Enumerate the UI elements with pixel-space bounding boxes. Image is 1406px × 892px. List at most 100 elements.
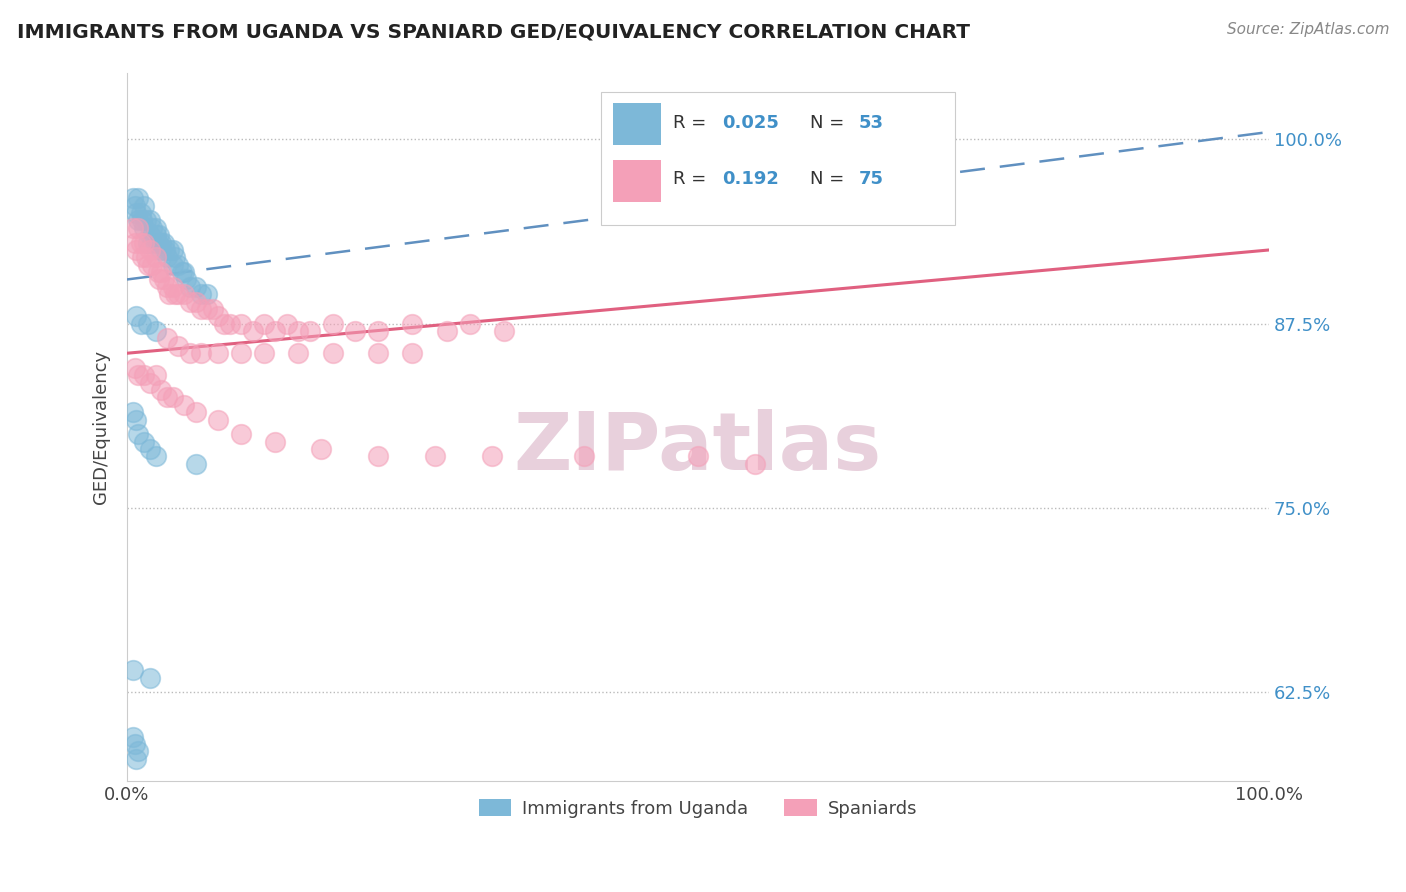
Point xyxy=(162,280,184,294)
Point xyxy=(287,346,309,360)
Point xyxy=(207,310,229,324)
Point xyxy=(195,301,218,316)
Point xyxy=(184,280,207,294)
Point xyxy=(127,191,149,205)
Point xyxy=(139,442,162,456)
Point xyxy=(141,235,163,250)
Point xyxy=(139,228,162,243)
Point xyxy=(124,235,146,250)
Point xyxy=(157,243,180,257)
Point xyxy=(146,235,169,250)
Point xyxy=(207,412,229,426)
Point xyxy=(134,434,156,449)
Point xyxy=(131,251,153,265)
Text: R =: R = xyxy=(673,170,711,188)
Point xyxy=(162,391,184,405)
Point xyxy=(134,235,156,250)
Point xyxy=(156,251,179,265)
Point xyxy=(253,346,276,360)
Point xyxy=(367,450,389,464)
Point xyxy=(344,324,367,338)
Text: N =: N = xyxy=(810,113,849,131)
Text: ZIPatlas: ZIPatlas xyxy=(513,409,882,487)
Point xyxy=(125,412,148,426)
Point xyxy=(686,450,709,464)
Point xyxy=(156,280,179,294)
Point xyxy=(173,398,195,412)
Point xyxy=(231,427,253,442)
Text: IMMIGRANTS FROM UGANDA VS SPANIARD GED/EQUIVALENCY CORRELATION CHART: IMMIGRANTS FROM UGANDA VS SPANIARD GED/E… xyxy=(17,22,970,41)
Point xyxy=(253,317,276,331)
Point xyxy=(190,301,212,316)
Point xyxy=(145,450,167,464)
Point xyxy=(152,235,174,250)
Point xyxy=(167,258,190,272)
Point xyxy=(136,258,159,272)
Point xyxy=(179,294,201,309)
Point xyxy=(167,287,190,301)
Legend: Immigrants from Uganda, Spaniards: Immigrants from Uganda, Spaniards xyxy=(471,792,924,825)
Point xyxy=(129,235,152,250)
Point xyxy=(125,310,148,324)
Point xyxy=(163,251,186,265)
Point xyxy=(150,235,173,250)
Point xyxy=(121,220,143,235)
Point xyxy=(127,220,149,235)
Point xyxy=(195,287,218,301)
Point xyxy=(572,450,595,464)
Point xyxy=(121,730,143,744)
Point xyxy=(173,265,195,279)
Point xyxy=(125,206,148,220)
Point xyxy=(129,206,152,220)
Point xyxy=(231,346,253,360)
Text: 0.192: 0.192 xyxy=(721,170,779,188)
Point xyxy=(184,457,207,471)
Text: 75: 75 xyxy=(859,170,884,188)
Point xyxy=(129,317,152,331)
Point xyxy=(153,243,176,257)
Y-axis label: GED/Equivalency: GED/Equivalency xyxy=(93,350,110,504)
Point xyxy=(481,450,503,464)
Point xyxy=(134,368,156,383)
Point xyxy=(131,213,153,227)
Point xyxy=(139,243,162,257)
Point xyxy=(425,450,447,464)
Point xyxy=(141,220,163,235)
Point xyxy=(401,346,423,360)
Point xyxy=(124,737,146,751)
Point xyxy=(218,317,240,331)
Point xyxy=(125,752,148,766)
Point xyxy=(148,228,170,243)
Point xyxy=(264,434,287,449)
Point xyxy=(139,213,162,227)
Point xyxy=(121,191,143,205)
Point xyxy=(367,324,389,338)
Point xyxy=(135,251,157,265)
Point xyxy=(184,294,207,309)
FancyBboxPatch shape xyxy=(600,92,955,225)
Text: N =: N = xyxy=(810,170,849,188)
Point xyxy=(744,457,766,471)
Point xyxy=(167,339,190,353)
Point xyxy=(162,258,184,272)
Point xyxy=(145,251,167,265)
Point xyxy=(150,383,173,397)
FancyBboxPatch shape xyxy=(613,160,661,202)
Point xyxy=(124,361,146,376)
Point xyxy=(287,324,309,338)
Text: Source: ZipAtlas.com: Source: ZipAtlas.com xyxy=(1226,22,1389,37)
Point xyxy=(436,324,458,338)
Point xyxy=(124,199,146,213)
Point xyxy=(298,324,321,338)
Point xyxy=(184,405,207,419)
Point xyxy=(156,391,179,405)
Point xyxy=(127,213,149,227)
Point xyxy=(135,213,157,227)
Point xyxy=(176,272,198,286)
Point xyxy=(148,272,170,286)
Point xyxy=(276,317,298,331)
Point xyxy=(141,258,163,272)
Point xyxy=(134,199,156,213)
Text: 53: 53 xyxy=(859,113,884,131)
Point xyxy=(162,243,184,257)
